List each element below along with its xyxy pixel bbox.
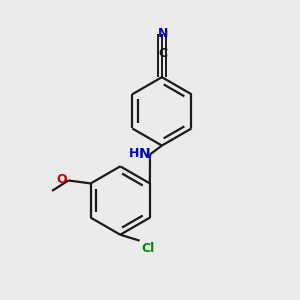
Text: H: H bbox=[129, 147, 140, 161]
Text: Cl: Cl bbox=[141, 242, 154, 255]
Text: O: O bbox=[57, 173, 67, 186]
Text: N: N bbox=[139, 147, 151, 161]
Text: N: N bbox=[158, 27, 169, 40]
Text: C: C bbox=[159, 47, 168, 61]
